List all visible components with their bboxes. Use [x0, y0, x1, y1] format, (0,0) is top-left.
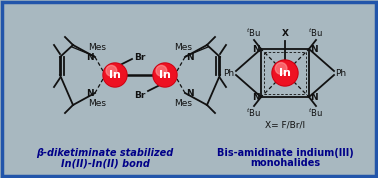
Text: N: N: [310, 44, 318, 54]
Text: N: N: [310, 93, 318, 101]
Circle shape: [153, 63, 177, 87]
Text: Br: Br: [134, 90, 146, 100]
Text: X: X: [282, 30, 288, 38]
Text: X= F/Br/I: X= F/Br/I: [265, 121, 305, 130]
Text: Mes: Mes: [88, 43, 106, 51]
Text: In: In: [159, 70, 171, 80]
Text: Br: Br: [134, 53, 146, 62]
Text: N: N: [86, 88, 94, 98]
Text: $^t$Bu: $^t$Bu: [246, 27, 262, 39]
Circle shape: [103, 63, 127, 87]
Text: N: N: [252, 93, 260, 101]
Circle shape: [273, 61, 297, 85]
Circle shape: [275, 63, 287, 74]
Circle shape: [156, 65, 167, 76]
Text: N: N: [186, 53, 194, 62]
Text: Mes: Mes: [174, 43, 192, 51]
Text: N: N: [186, 88, 194, 98]
Text: $^t$Bu: $^t$Bu: [308, 27, 324, 39]
Text: In: In: [109, 70, 121, 80]
Text: β-diketiminate stabilized: β-diketiminate stabilized: [36, 148, 174, 158]
Text: In: In: [279, 69, 291, 78]
Circle shape: [106, 65, 117, 76]
Text: Mes: Mes: [88, 98, 106, 108]
Text: Bis-amidinate indium(III): Bis-amidinate indium(III): [217, 148, 353, 158]
Text: In(II)-In(II) bond: In(II)-In(II) bond: [60, 158, 149, 168]
Text: N: N: [252, 44, 260, 54]
Text: Mes: Mes: [174, 98, 192, 108]
Text: Ph: Ph: [335, 69, 347, 77]
Text: Ph: Ph: [223, 69, 235, 77]
Circle shape: [154, 64, 176, 86]
Text: N: N: [86, 53, 94, 62]
Circle shape: [272, 60, 298, 86]
Text: $^t$Bu: $^t$Bu: [246, 107, 262, 119]
Text: $^t$Bu: $^t$Bu: [308, 107, 324, 119]
Circle shape: [104, 64, 126, 86]
Text: monohalides: monohalides: [250, 158, 320, 168]
